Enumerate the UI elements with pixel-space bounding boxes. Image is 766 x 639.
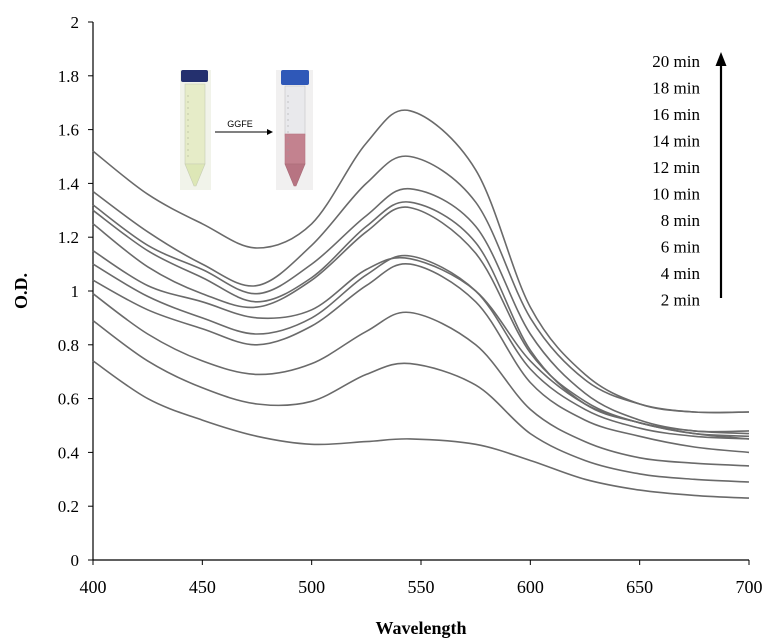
y-tick-label: 1.4 xyxy=(58,174,80,193)
time-label: 6 min xyxy=(661,238,701,257)
time-label: 20 min xyxy=(652,52,700,71)
inset-tube-photo: GGFE xyxy=(180,70,313,190)
x-tick-label: 650 xyxy=(626,577,653,597)
y-tick-label: 1.2 xyxy=(58,228,79,247)
right-tube-image xyxy=(276,70,313,190)
spectrum-line-1 xyxy=(92,360,750,499)
x-tick-label: 550 xyxy=(408,577,435,597)
x-tick-label: 450 xyxy=(189,577,216,597)
y-tick-label: 1 xyxy=(71,282,80,301)
spectrum-line-2 xyxy=(92,319,750,483)
x-axis-ticks: 400 450 500 550 600 650 700 xyxy=(80,560,763,597)
y-tick-label: 0.4 xyxy=(58,443,80,462)
y-tick-label: 0.2 xyxy=(58,497,79,516)
spectrum-line-7 xyxy=(92,206,750,435)
x-axis-title: Wavelength xyxy=(375,618,466,638)
inset-ggfe-label: GGFE xyxy=(227,119,253,129)
time-arrow-head xyxy=(715,52,727,66)
time-label: 18 min xyxy=(652,79,700,98)
spectrum-line-8 xyxy=(92,201,750,440)
y-tick-label: 0 xyxy=(71,551,80,570)
y-tick-label: 0.6 xyxy=(58,390,79,409)
y-axis-ticks: 0 0.2 0.4 0.6 0.8 1 1.2 1.4 1.6 1.8 2 xyxy=(58,13,93,570)
x-tick-label: 700 xyxy=(736,577,763,597)
spectrum-line-4 xyxy=(92,263,750,454)
spectrum-line-10 xyxy=(92,155,750,414)
y-tick-label: 0.8 xyxy=(58,336,79,355)
x-tick-label: 600 xyxy=(517,577,544,597)
time-legend: 20 min 18 min 16 min 14 min 12 min 10 min 8 mi… xyxy=(652,52,700,310)
x-tick-label: 400 xyxy=(80,577,107,597)
left-tube-image xyxy=(180,70,211,190)
spectrum-line-5 xyxy=(92,254,750,440)
spectrum-line-6 xyxy=(92,250,750,438)
spectrum-line-9 xyxy=(92,187,750,433)
time-label: 10 min xyxy=(652,185,700,204)
time-label: 16 min xyxy=(652,105,700,124)
spectrum-line-11 xyxy=(92,109,750,414)
time-label: 4 min xyxy=(661,264,701,283)
inset-arrow-head xyxy=(267,129,273,135)
y-tick-label: 2 xyxy=(71,13,80,32)
time-label: 14 min xyxy=(652,132,700,151)
spectrum-line-3 xyxy=(92,293,750,467)
time-label: 12 min xyxy=(652,158,700,177)
y-tick-label: 1.8 xyxy=(58,67,79,86)
y-tick-label: 1.6 xyxy=(58,121,79,140)
time-label: 2 min xyxy=(661,291,701,310)
time-label: 8 min xyxy=(661,211,701,230)
y-axis-title: O.D. xyxy=(11,273,31,309)
spectra-series xyxy=(92,109,750,499)
x-tick-label: 500 xyxy=(298,577,325,597)
